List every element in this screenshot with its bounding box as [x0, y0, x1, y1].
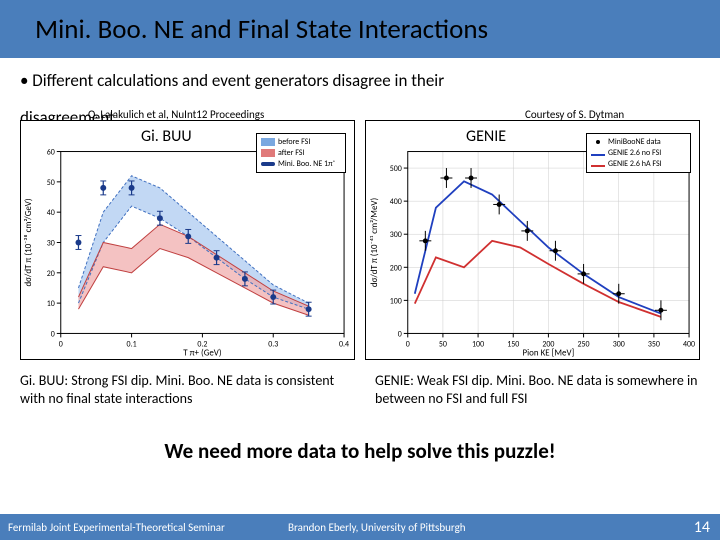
svg-text:350: 350 [648, 339, 660, 349]
svg-text:500: 500 [390, 164, 402, 174]
svg-text:400: 400 [390, 197, 402, 207]
svg-text:50: 50 [47, 178, 55, 188]
captions-row: Gi. BUU: Strong FSI dip. Mini. Boo. NE d… [20, 372, 700, 408]
svg-text:300: 300 [613, 339, 625, 349]
svg-text:dσ/dT π (10⁻⁴¹ cm²/MeV): dσ/dT π (10⁻⁴¹ cm²/MeV) [369, 198, 380, 288]
conclusion-text: We need more data to help solve this puz… [0, 438, 720, 464]
svg-text:0: 0 [398, 329, 402, 339]
title-bar: Mini. Boo. NE and Final State Interactio… [0, 0, 720, 58]
svg-text:0.4: 0.4 [339, 339, 349, 349]
caption-gibuu: Gi. BUU: Strong FSI dip. Mini. Boo. NE d… [20, 372, 345, 408]
svg-text:0: 0 [59, 339, 63, 349]
svg-text:50: 50 [439, 339, 447, 349]
svg-text:Pion KE [MeV]: Pion KE [MeV] [523, 347, 575, 358]
svg-text:150: 150 [507, 339, 519, 349]
footer-left: Fermilab Joint Experimental-Theoretical … [8, 521, 225, 534]
svg-text:dσ/dT π (10⁻³⁸ cm²/GeV): dσ/dT π (10⁻³⁸ cm²/GeV) [23, 198, 34, 286]
svg-text:100: 100 [472, 339, 484, 349]
genie-chart: GENIE 0501001502002503003504000100200300… [365, 120, 700, 360]
svg-text:T π+ (GeV): T π+ (GeV) [183, 347, 222, 358]
genie-legend: MiniBooNE dataGENIE 2.6 no FSIGENIE 2.6 … [586, 133, 691, 173]
svg-text:0.1: 0.1 [127, 339, 137, 349]
svg-text:100: 100 [390, 296, 402, 306]
footer-bar: Fermilab Joint Experimental-Theoretical … [0, 514, 720, 540]
footer-center: Brandon Eberly, University of Pittsburgh [288, 521, 466, 534]
svg-text:30: 30 [47, 238, 55, 248]
caption-genie: GENIE: Weak FSI dip. Mini. Boo. NE data … [375, 372, 700, 408]
svg-text:0: 0 [406, 339, 410, 349]
genie-label: GENIE [466, 127, 506, 146]
svg-text:40: 40 [47, 208, 55, 218]
svg-text:0.3: 0.3 [268, 339, 278, 349]
svg-text:60: 60 [47, 148, 55, 158]
svg-text:20: 20 [47, 269, 55, 279]
svg-text:10: 10 [47, 299, 55, 309]
svg-text:200: 200 [390, 263, 402, 273]
page-title: Mini. Boo. NE and Final State Interactio… [35, 13, 488, 46]
gibuu-label: Gi. BUU [141, 127, 192, 146]
gibuu-legend: before FSIafter FSIMini. Boo. NE 1π⁺ [256, 133, 346, 173]
page-number: 14 [694, 518, 710, 537]
gibuu-chart: Gi. BUU 00.10.20.30.40102030405060T π+ (… [20, 120, 355, 360]
charts-area: Gi. BUU 00.10.20.30.40102030405060T π+ (… [20, 120, 700, 360]
bullet-line: • Different calculations and event gener… [0, 58, 720, 91]
svg-text:400: 400 [683, 339, 695, 349]
svg-text:0: 0 [51, 329, 55, 339]
svg-text:300: 300 [390, 230, 402, 240]
svg-text:250: 250 [578, 339, 590, 349]
